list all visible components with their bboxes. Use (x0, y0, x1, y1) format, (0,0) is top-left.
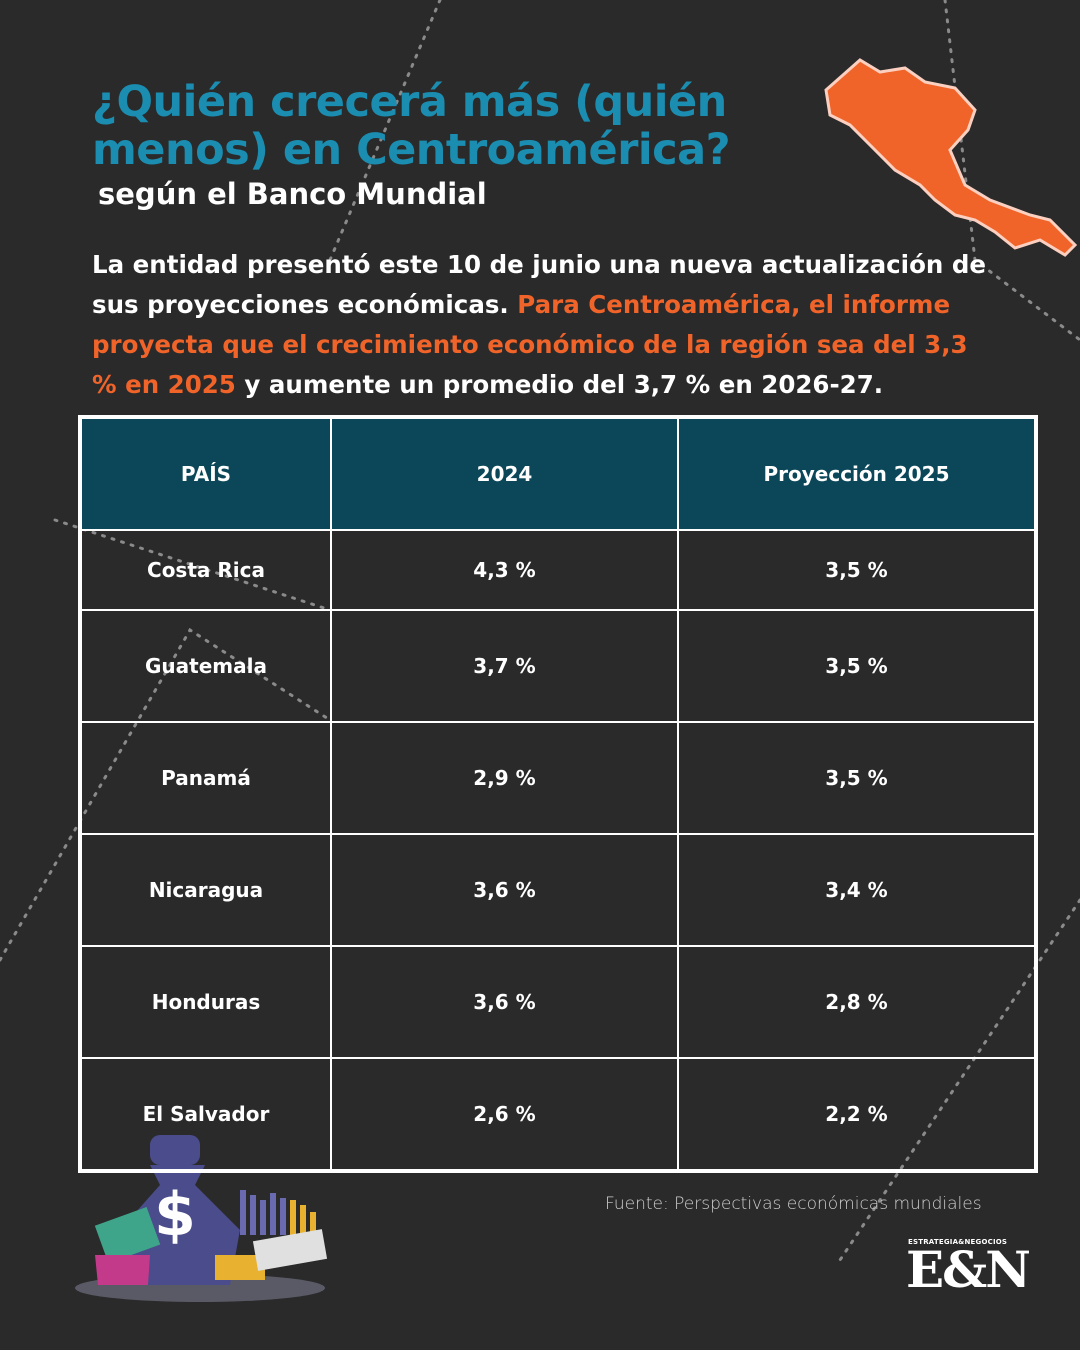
table-cell: 2,2 % (678, 1058, 1035, 1170)
logo-tagline: ESTRATEGIA&NEGOCIOS (908, 1238, 1008, 1246)
table-cell: Costa Rica (81, 530, 331, 610)
header-cell: PAÍS (81, 418, 331, 530)
title: ¿Quién crecerá más (quién menos) en Cent… (92, 77, 731, 175)
table-cell: 4,3 % (331, 530, 678, 610)
intro-text: La entidad presentó este 10 de junio una… (92, 250, 987, 319)
table-cell: 3,6 % (331, 834, 678, 946)
table-cell: Panamá (81, 722, 331, 834)
table-cell: 2,8 % (678, 946, 1035, 1058)
header-cell: Proyección 2025 (678, 418, 1035, 530)
table-cell: El Salvador (81, 1058, 331, 1170)
intro-text: y aumente un promedio del 3,7 % en 2026-… (244, 370, 884, 399)
dotted-lines (0, 0, 1080, 1262)
table-cell: 2,6 % (331, 1058, 678, 1170)
map (824, 58, 1078, 257)
table-cell: 3,5 % (678, 722, 1035, 834)
header-cell: 2024 (331, 418, 678, 530)
table-cell: Honduras (81, 946, 331, 1058)
intro: La entidad presentó este 10 de junio una… (92, 245, 997, 405)
svg-text:$: $ (154, 1180, 196, 1250)
table-cell: 3,5 % (678, 530, 1035, 610)
table-cell: Nicaragua (81, 834, 331, 946)
table-cell: 3,7 % (331, 610, 678, 722)
money-illustration: $ (75, 1135, 328, 1302)
table-cell: Guatemala (81, 610, 331, 722)
table: PAÍS 2024 Proyección 2025 Costa Rica 4,3 % 3,… (78, 415, 1038, 1173)
table-cell: 3,6 % (331, 946, 678, 1058)
table-cell: 3,5 % (678, 610, 1035, 722)
logo: E&N (906, 1240, 1031, 1299)
table-cell: 3,4 % (678, 834, 1035, 946)
source: Fuente: Perspectivas económicas mundiale… (605, 1194, 982, 1214)
subtitle: según el Banco Mundial (98, 177, 487, 211)
table-cell: 2,9 % (331, 722, 678, 834)
intro-highlight: Para Centroamérica, el informe proyecta … (92, 290, 968, 399)
